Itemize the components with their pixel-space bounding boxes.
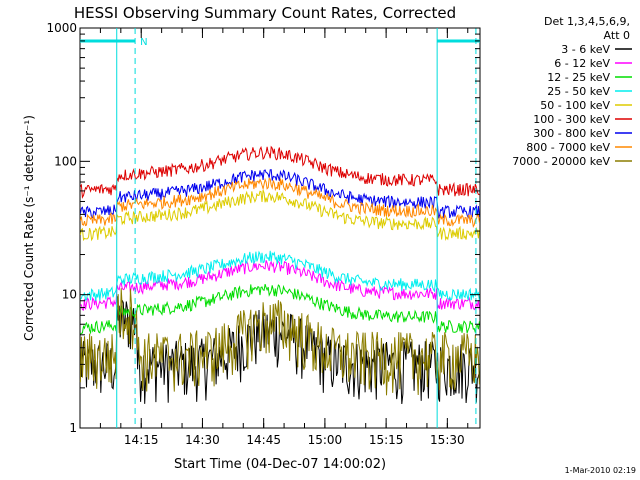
series-line-9 xyxy=(79,288,480,396)
legend-label-2: 6 - 12 keV xyxy=(554,57,610,70)
series-layer xyxy=(79,145,480,405)
x-tick-label: 14:15 xyxy=(124,433,159,447)
y-tick-label: 1 xyxy=(69,421,77,435)
y-tick-label: 100 xyxy=(54,154,77,168)
x-tick-label: 15:15 xyxy=(369,433,404,447)
series-line-7 xyxy=(79,169,480,220)
y-tick-label: 1000 xyxy=(46,21,77,35)
legend-label-8: 800 - 7000 keV xyxy=(526,141,610,154)
chart-title: HESSI Observing Summary Count Rates, Cor… xyxy=(74,4,456,22)
x-tick-label: 15:30 xyxy=(430,433,465,447)
legend-label-1: 3 - 6 keV xyxy=(561,43,610,56)
axis-layer: 1 10 100 1000 14:15 14:30 14:45 15:00 15:15 15:30 xyxy=(46,21,480,447)
legend-header-line-1: Det 1,3,4,5,6,9, xyxy=(544,15,630,28)
render-timestamp: 1-Mar-2010 02:19 xyxy=(565,466,636,475)
series-line-4 xyxy=(80,250,480,301)
series-line-5 xyxy=(79,189,480,242)
legend-label-5: 50 - 100 keV xyxy=(540,99,610,112)
series-line-6 xyxy=(79,145,480,199)
series-line-3 xyxy=(80,283,480,335)
series-line-8 xyxy=(79,177,480,229)
x-tick-label: 14:45 xyxy=(246,433,281,447)
legend-label-3: 12 - 25 keV xyxy=(547,71,610,84)
legend-label-9: 7000 - 20000 keV xyxy=(512,155,610,168)
legend-label-4: 25 - 50 keV xyxy=(547,85,610,98)
series-line-2 xyxy=(80,259,480,311)
x-tick-label: 15:00 xyxy=(308,433,343,447)
legend-label-7: 300 - 800 keV xyxy=(533,127,610,140)
marker-layer: N xyxy=(80,28,480,428)
legend-header-line-2: Att 0 xyxy=(604,29,630,42)
x-axis-label: Start Time (04-Dec-07 14:00:02) xyxy=(174,457,386,472)
plot-frame xyxy=(79,27,481,429)
y-axis-label: Corrected Count Rate (s⁻¹ detector⁻¹) xyxy=(22,115,36,341)
night-marker-label: N xyxy=(140,37,147,48)
x-tick-label: 14:30 xyxy=(185,433,220,447)
legend-label-6: 100 - 300 keV xyxy=(533,113,610,126)
y-tick-label: 10 xyxy=(62,288,77,302)
